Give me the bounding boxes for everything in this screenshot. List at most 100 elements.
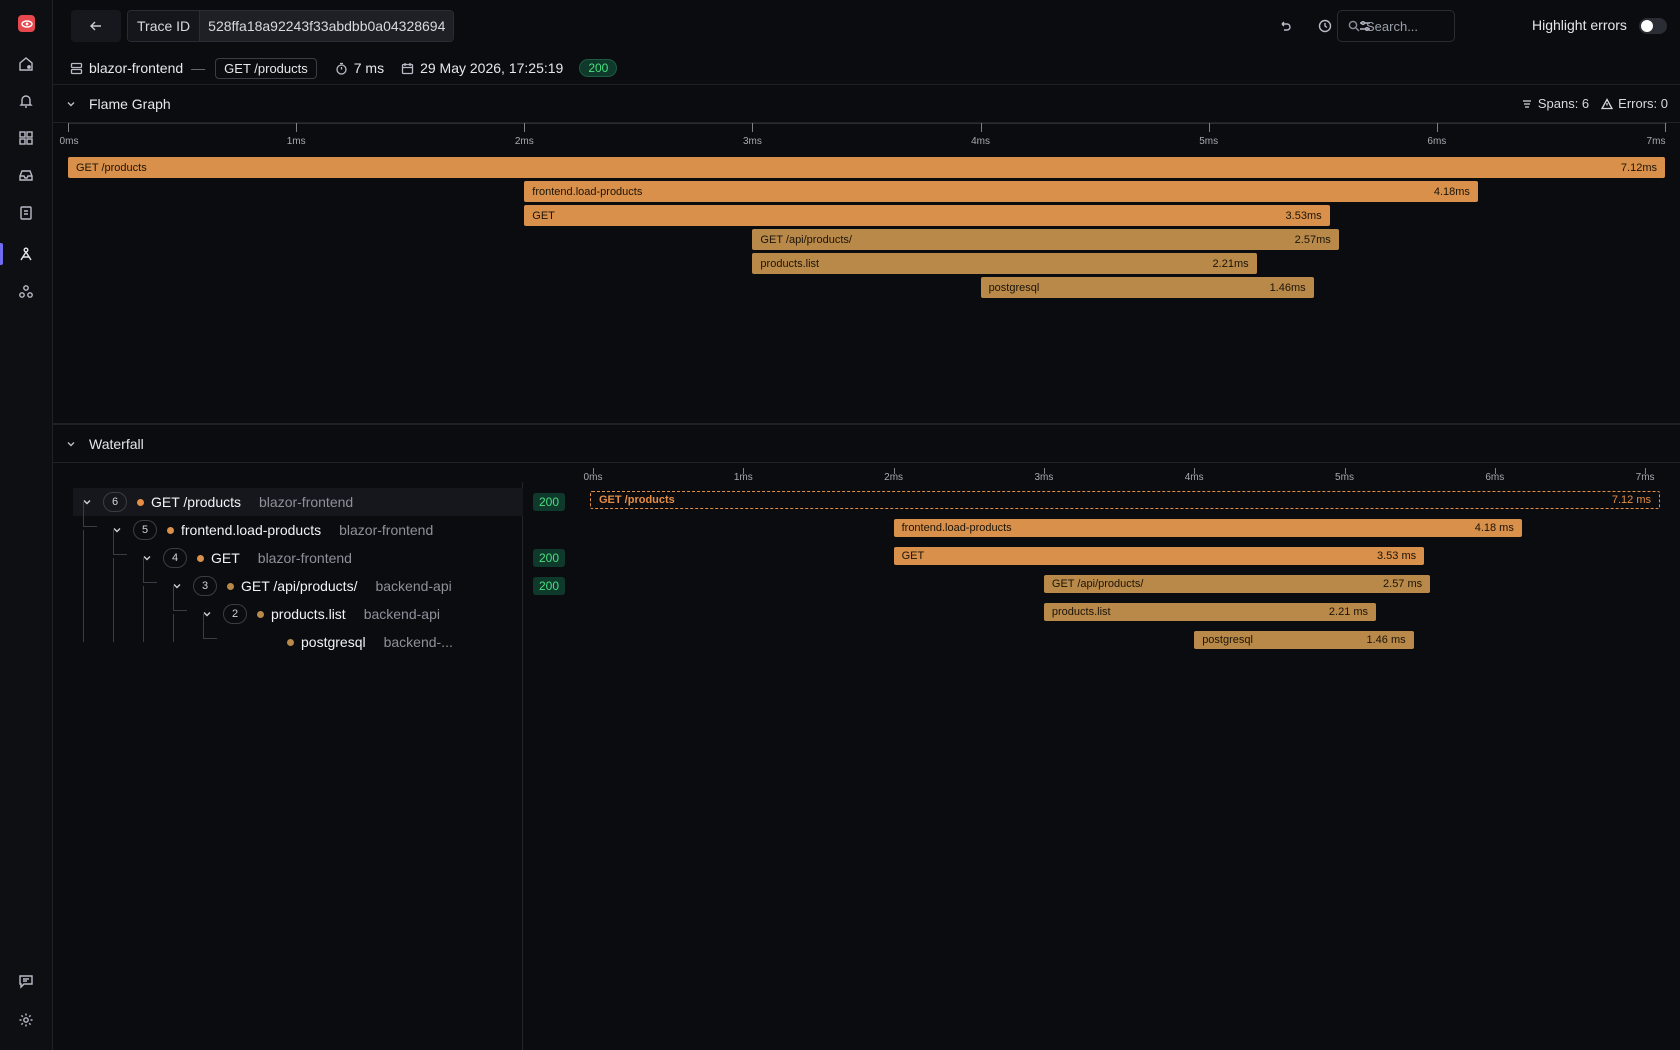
waterfall-axis-label: 7ms <box>1635 472 1655 483</box>
flame-axis-label: 1ms <box>286 136 306 147</box>
waterfall-span-duration: 2.21 ms <box>1328 606 1369 618</box>
tree-line <box>113 614 114 642</box>
waterfall-axis-label: 1ms <box>733 472 753 483</box>
service-name: blazor-frontend <box>89 60 184 76</box>
span-color-dot <box>167 526 174 534</box>
waterfall-span-bar[interactable]: frontend.load-products 4.18 ms <box>893 519 1522 537</box>
tree-line <box>83 502 84 526</box>
flame-axis-label: 2ms <box>514 136 534 147</box>
trace-id-value[interactable]: 528ffa18a92243f33abdbb0a04328694 <box>200 11 454 41</box>
span-name: products.list <box>271 606 346 622</box>
waterfall-span-label: GET /api/products/ <box>1051 578 1144 590</box>
flame-meta: Spans: 6 Errors: 0 <box>1521 96 1668 111</box>
span-tree-row[interactable]: 6 GET /products blazor-frontend <box>73 488 523 516</box>
waterfall-span-duration: 7.12 ms <box>1611 494 1651 506</box>
status-code-badge: 200 <box>533 577 565 595</box>
span-color-dot <box>197 554 204 562</box>
dashboards-icon[interactable] <box>15 127 37 149</box>
tree-line <box>83 586 84 614</box>
span-name: postgresql <box>301 634 366 650</box>
flame-span-bar[interactable]: GET /api/products/2.57ms <box>752 229 1339 250</box>
flame-axis-tick <box>1208 123 1210 132</box>
flame-span-bar[interactable]: GET /products 7.12ms <box>68 157 1665 178</box>
flame-span-duration: 2.21ms <box>1212 257 1249 270</box>
flame-axis-tick <box>980 123 982 132</box>
search-box[interactable] <box>1337 10 1455 42</box>
span-tree-row[interactable]: postgresql backend-... <box>73 628 523 656</box>
chevron-down-icon[interactable] <box>111 524 125 536</box>
inbox-icon[interactable] <box>15 164 37 186</box>
search-input[interactable] <box>1366 18 1446 34</box>
flame-axis-label: 3ms <box>742 136 762 147</box>
waterfall-axis-label: 2ms <box>884 472 904 483</box>
service-icon <box>70 62 83 75</box>
waterfall-span-duration: 1.46 ms <box>1366 634 1406 646</box>
child-count-badge: 4 <box>163 548 187 568</box>
traces-icon[interactable] <box>15 243 37 265</box>
flame-span-bar[interactable]: postgresql 1.46ms <box>980 277 1314 298</box>
history-icon[interactable] <box>1316 17 1334 35</box>
flame-axis-tick <box>68 123 69 132</box>
chevron-down-icon[interactable] <box>65 98 77 110</box>
span-name: GET <box>211 550 240 566</box>
app-logo-icon[interactable] <box>18 15 35 32</box>
flame-graph-header[interactable]: Flame Graph Spans: 6 Errors: 0 <box>53 85 1680 123</box>
waterfall-axis-tick <box>1194 468 1196 474</box>
flame-axis-tick <box>752 123 754 132</box>
flame-span-bar[interactable]: frontend.load-products 4.18ms <box>524 181 1478 202</box>
flame-span-bar[interactable]: GET 3.53ms <box>524 205 1330 226</box>
span-color-dot <box>257 610 264 618</box>
tree-line <box>83 558 84 586</box>
home-icon[interactable] <box>15 53 37 75</box>
services-icon[interactable] <box>15 281 37 303</box>
waterfall-span-duration: 2.57 ms <box>1383 578 1423 590</box>
waterfall-span-bar[interactable]: GET /api/products/2.57 ms <box>1043 575 1431 593</box>
waterfall-span-bar[interactable]: GET /products 7.12 ms <box>590 491 1660 509</box>
span-service: blazor-frontend <box>257 550 352 566</box>
chevron-down-icon[interactable] <box>171 580 185 592</box>
span-service: blazor-frontend <box>339 522 434 538</box>
logs-icon[interactable] <box>15 202 37 224</box>
child-count-badge: 6 <box>103 492 127 512</box>
flame-axis-line <box>68 123 1667 124</box>
span-color-dot <box>227 582 234 590</box>
span-tree-row[interactable]: 3 GET /api/products/backend-api <box>73 572 523 600</box>
waterfall-axis-tick <box>1494 468 1496 474</box>
settings-icon[interactable] <box>15 1009 37 1031</box>
span-tree-row[interactable]: 4 GET blazor-frontend <box>73 544 523 572</box>
span-tree-row[interactable]: 5 frontend.load-products blazor-frontend <box>73 516 523 544</box>
highlight-errors-toggle[interactable] <box>1639 18 1667 34</box>
flame-axis-label: 7ms <box>1646 136 1666 147</box>
tree-line <box>83 526 97 527</box>
waterfall-span-label: GET /products <box>599 494 675 506</box>
waterfall-span-bar[interactable]: postgresql 1.46 ms <box>1194 631 1414 649</box>
trace-id-label: Trace ID <box>128 11 201 41</box>
chevron-down-icon[interactable] <box>201 608 215 620</box>
status-code-badge: 200 <box>533 493 565 511</box>
flame-span-duration: 1.46ms <box>1269 281 1306 294</box>
span-tree-row[interactable]: 2 products.list backend-api <box>73 600 523 628</box>
back-button[interactable] <box>71 10 121 42</box>
chevron-down-icon[interactable] <box>81 496 95 508</box>
feedback-icon[interactable] <box>15 970 37 992</box>
flame-span-duration: 3.53ms <box>1285 209 1322 222</box>
trace-id-box[interactable]: Trace ID 528ffa18a92243f33abdbb0a0432869… <box>127 10 455 42</box>
alerts-icon[interactable] <box>15 90 37 112</box>
tree-line <box>83 614 84 642</box>
section-divider[interactable] <box>53 423 1680 425</box>
tree-line <box>113 586 114 614</box>
tree-line <box>113 530 114 554</box>
waterfall-span-label: products.list <box>1051 606 1111 618</box>
tree-line <box>143 614 144 642</box>
tree-line <box>203 614 204 638</box>
undo-icon[interactable] <box>1276 17 1294 35</box>
flame-span-bar[interactable]: products.list 2.21ms <box>752 253 1257 274</box>
chevron-down-icon[interactable] <box>65 438 77 450</box>
waterfall-span-bar[interactable]: GET 3.53 ms <box>893 547 1425 565</box>
waterfall-axis-tick <box>1645 468 1647 474</box>
waterfall-axis-label: 3ms <box>1034 472 1054 483</box>
waterfall-header[interactable]: Waterfall <box>53 425 1680 463</box>
waterfall-span-bar[interactable]: products.list 2.21 ms <box>1043 603 1377 621</box>
chevron-down-icon[interactable] <box>141 552 155 564</box>
separator: — <box>191 60 206 76</box>
